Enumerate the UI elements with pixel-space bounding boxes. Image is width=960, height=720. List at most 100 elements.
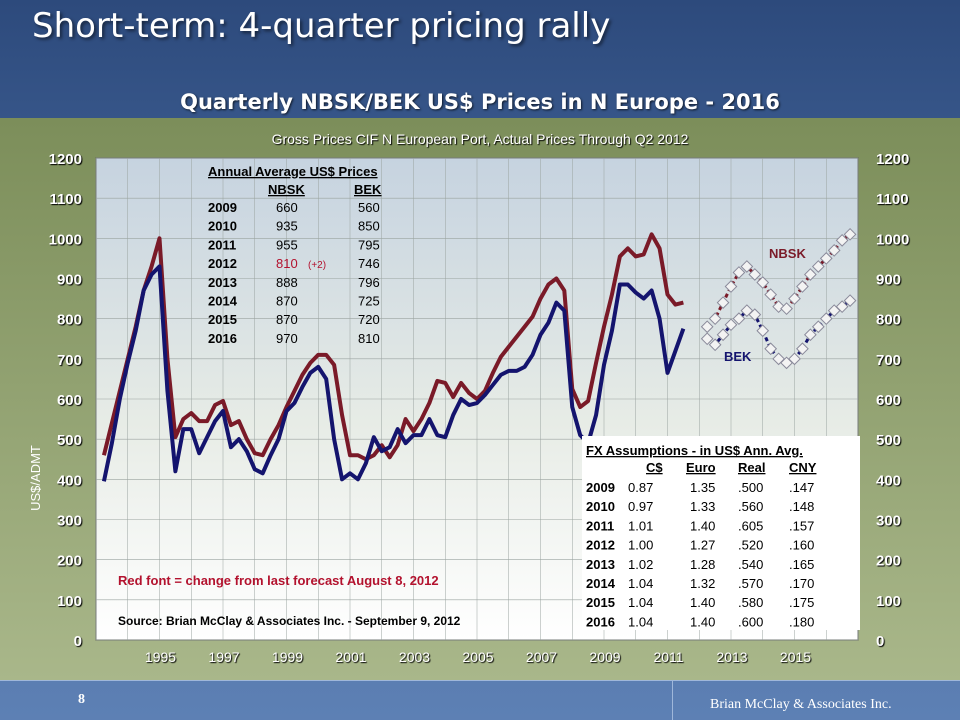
fx-value-cell: .180 [789,614,814,629]
annual-bek-cell: 746 [358,256,380,271]
fx-value-cell: 1.04 [628,614,653,629]
y-tick-label-right: 1100 [876,191,909,208]
bek-forecast-marker [804,328,817,342]
nbsk-forecast-marker [835,233,849,247]
bek-forecast-marker [700,332,714,346]
annual-average-table: Annual Average US$ Prices NBSK BEK 2009 6… [208,164,382,346]
annual-year-cell: 2012 [208,256,237,271]
nbsk-actual-line [101,232,684,462]
bek-forecast-marker [756,324,770,338]
nbsk-forecast-marker [811,260,825,273]
chart-title: Quarterly NBSK/BEK US$ Prices in N Europ… [180,90,780,114]
fx-value-cell: 1.04 [628,576,653,591]
y-tick-label-left: 500 [57,432,82,449]
red-font-note: Red font = change from last forecast Aug… [118,573,439,588]
x-tick-label: 1997 [208,649,239,665]
fx-year-cell: 2009 [586,480,615,495]
fx-value-cell: .605 [738,518,763,533]
fx-table-background [582,436,860,630]
nbsk-forecast-marker [756,276,770,289]
y-tick-label-left: 900 [57,272,82,289]
nbsk-forecast-marker [740,260,754,273]
nbsk-forecast-marker [708,312,722,326]
price-chart: Gross Prices CIF N European Port, Actual… [0,118,960,680]
bek-forecast-marker [796,342,809,356]
page-number: 8 [78,692,85,707]
y-tick-label-left: 800 [57,312,82,329]
fx-value-cell: 1.33 [690,499,715,514]
fx-value-cell: .170 [789,576,814,591]
annual-change-note: (+2) [308,260,326,271]
bek-forecast-marker [811,320,825,334]
bek-series-label: BEK [724,349,752,364]
annual-nbsk-cell: 660 [276,200,298,215]
nbsk-forecast-marker [796,280,809,293]
y-tick-label-left: 1100 [49,191,82,208]
fx-header-euro: Euro [686,460,716,475]
bek-forecast-marker [819,312,833,326]
nbsk-forecast-marker [732,266,746,279]
annual-nbsk-cell: 870 [276,312,298,327]
y-tick-label-right: 100 [876,593,901,610]
fx-header-cad: C$ [646,460,663,475]
fx-year-cell: 2012 [586,538,615,553]
bek-forecast-marker [724,318,738,332]
x-tick-label: 1995 [145,649,176,665]
nbsk-forecast-marker [819,252,833,265]
fx-value-cell: 1.28 [690,557,715,572]
fx-value-cell: .165 [789,557,814,572]
fx-value-cell: .560 [738,499,763,514]
y-tick-label-right: 1000 [876,231,909,248]
annual-header-bek: BEK [354,182,382,197]
slide-title: Short-term: 4-quarter pricing rally [32,6,611,46]
x-axis: 1995 1997 1999 2001 2003 2005 2007 2009 2011 2013… [145,649,811,665]
annual-year-cell: 2010 [208,219,237,234]
fx-value-cell: 1.32 [690,576,715,591]
annual-nbsk-cell: 955 [276,237,298,252]
fx-year-cell: 2015 [586,595,615,610]
y-tick-label-left: 100 [57,593,82,610]
annual-nbsk-cell: 935 [276,219,298,234]
x-tick-label: 2001 [335,649,366,665]
bek-forecast-marker [748,308,762,322]
fx-year-cell: 2011 [586,518,614,533]
bek-forecast-marker [764,342,778,356]
fx-header-real: Real [738,460,765,475]
y-tick-label-right: 900 [876,272,901,289]
fx-value-cell: 1.27 [690,538,715,553]
annual-nbsk-cell: 970 [276,331,298,346]
y-tick-label-left: 0 [74,633,82,650]
y-tick-label-right: 500 [876,432,901,449]
x-tick-label: 2009 [589,649,620,665]
annual-bek-cell: 720 [358,312,380,327]
y-tick-label-right: 0 [876,633,884,650]
bek-forecast-marker [843,294,857,307]
annual-bek-cell: 810 [358,331,380,346]
x-tick-label: 2003 [399,649,430,665]
fx-header-cny: CNY [789,460,817,475]
bek-forecast-marker [716,328,730,342]
fx-value-cell: 1.01 [628,518,653,533]
footer-divider [672,680,673,720]
y-tick-label-left: 200 [57,553,82,570]
annual-nbsk-cell: 870 [276,294,298,309]
fx-year-cell: 2013 [586,557,615,572]
annual-nbsk-cell: 810 [276,256,298,271]
y-tick-label-right: 700 [876,352,901,369]
nbsk-forecast-marker [724,280,738,293]
fx-value-cell: 0.97 [628,499,653,514]
fx-value-cell: .540 [738,557,763,572]
y-tick-label-right: 1200 [876,151,909,168]
x-tick-label: 2013 [716,649,747,665]
annual-bek-cell: 796 [358,275,380,290]
x-tick-label: 2005 [462,649,493,665]
nbsk-forecast-marker [700,320,714,334]
bek-forecast-marker [788,352,801,366]
x-tick-label: 2007 [526,649,557,665]
fx-value-cell: 1.40 [690,595,715,610]
y-tick-label-right: 200 [876,553,901,570]
y-axis-left: 0 100 200 300 400 500 600 700 800 900 1000 1100 1200 [49,151,82,650]
fx-value-cell: 1.00 [628,538,653,553]
fx-value-cell: .160 [789,538,814,553]
nbsk-forecast-marker [780,302,793,315]
